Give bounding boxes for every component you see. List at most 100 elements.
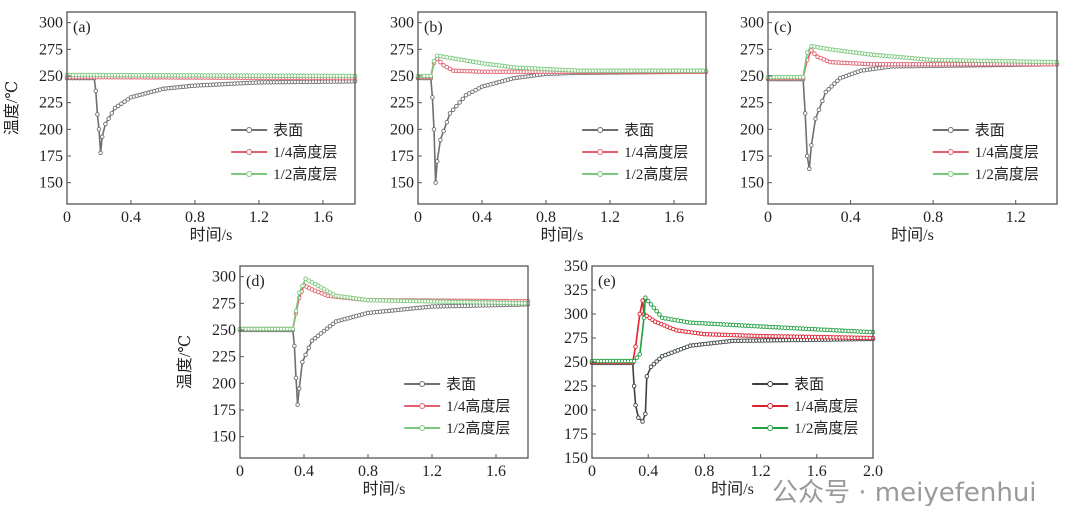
panel-label: (c) [774,19,792,36]
legend-marker [947,149,954,155]
data-point [309,338,315,343]
x-tick-label: 0.4 [121,209,141,226]
data-point [93,88,99,94]
data-point [292,343,297,349]
legend-label: 1/2高度层 [794,420,858,437]
x-tick-label: 1.6 [313,209,333,226]
legend-marker [597,127,604,133]
panel-c: 表面 1/4高度层 1/2高度层 150 175 200 225 250 275 300 0 0.4 0… [740,11,1060,244]
data-point [295,402,300,407]
data-point [457,100,462,105]
y-tick-label: 250 [390,68,414,85]
data-point [119,101,124,106]
legend-label: 表面 [273,122,303,139]
x-tick-label: 0.4 [841,209,861,226]
y-tick-label: 225 [740,95,764,112]
legend-label: 1/2高度层 [624,166,688,183]
x-tick-label: 0.4 [472,209,492,226]
data-point [802,111,808,116]
y-tick-label: 175 [740,148,764,165]
y-tick-label: 300 [390,15,414,32]
data-point [103,121,108,127]
y-tick-label: 150 [740,175,764,192]
legend-marker [419,403,426,409]
data-point [312,336,318,341]
y-tick-label: 200 [39,121,63,138]
legend-label: 1/2高度层 [446,420,510,437]
data-point [293,308,299,314]
data-point [303,276,308,282]
data-point [290,326,296,332]
y-tick-label: 200 [212,375,236,392]
data-point [636,415,641,420]
data-point [832,81,837,86]
data-point [812,51,817,56]
y-tick-label: 250 [740,68,764,85]
y-tick-label: 200 [390,121,414,138]
x-tick-label: 2.0 [863,463,883,480]
legend-label: 表面 [975,122,1005,139]
data-point [315,333,321,339]
data-point [648,302,654,307]
y-tick-label: 150 [564,450,588,467]
panel-label: (e) [598,273,616,290]
data-point [447,66,453,72]
y-tick-label: 200 [740,121,764,138]
legend-marker [246,171,253,177]
y-tick-label: 225 [390,95,414,112]
y-tick-label: 175 [39,148,63,165]
y-axis-label: 温度/℃ [3,81,21,135]
data-point [303,352,308,358]
data-point [637,352,643,357]
legend-label: 1/2高度层 [975,166,1039,183]
y-tick-label: 150 [39,175,63,192]
x-tick-label: 0.8 [536,209,556,226]
y-tick-label: 250 [39,68,63,85]
x-tick-label: 0.4 [294,463,314,480]
y-tick-label: 200 [564,402,588,419]
data-point [634,355,640,360]
x-tick-label: 1.6 [486,463,506,480]
data-point [631,383,637,389]
x-tick-label: 0.8 [923,209,943,226]
data-point [300,359,305,365]
legend-marker [246,149,253,155]
legend-marker [597,171,604,177]
data-point [115,103,121,109]
x-tick-label: 0.4 [638,463,658,480]
data-point [441,128,446,134]
legend-label: 表面 [794,376,824,393]
x-tick-label: 1.2 [249,209,269,226]
panel-b: 表面 1/4高度层 1/2高度层 150 175 200 225 250 275 300 0 0.4 0… [390,11,709,244]
x-tick-label: 0 [63,209,71,226]
series-line [67,77,356,153]
data-point [640,419,645,424]
data-point [654,308,659,314]
data-point [807,166,812,172]
data-point [454,103,459,109]
panel-label: (b) [424,19,443,36]
data-point [306,345,312,351]
x-tick-label: 0.8 [185,209,205,226]
data-point [444,119,450,125]
data-point [809,48,814,53]
data-point [654,359,659,364]
data-point [441,63,446,68]
data-point [431,127,437,132]
legend-marker [597,149,604,155]
x-tick-label: 1.6 [664,209,684,226]
data-point [296,386,302,391]
legend-marker [767,425,774,431]
data-point [327,324,333,329]
data-point [433,180,438,185]
data-point [438,137,443,143]
data-point [330,321,336,327]
y-tick-label: 350 [564,258,588,275]
data-point [122,99,127,104]
y-tick-label: 325 [564,282,588,299]
legend-marker [767,403,774,409]
legend-label: 1/2高度层 [273,166,337,183]
y-tick-label: 300 [212,269,236,286]
x-axis-label: 时间/s [363,480,406,498]
legend-label: 1/4高度层 [624,144,688,161]
